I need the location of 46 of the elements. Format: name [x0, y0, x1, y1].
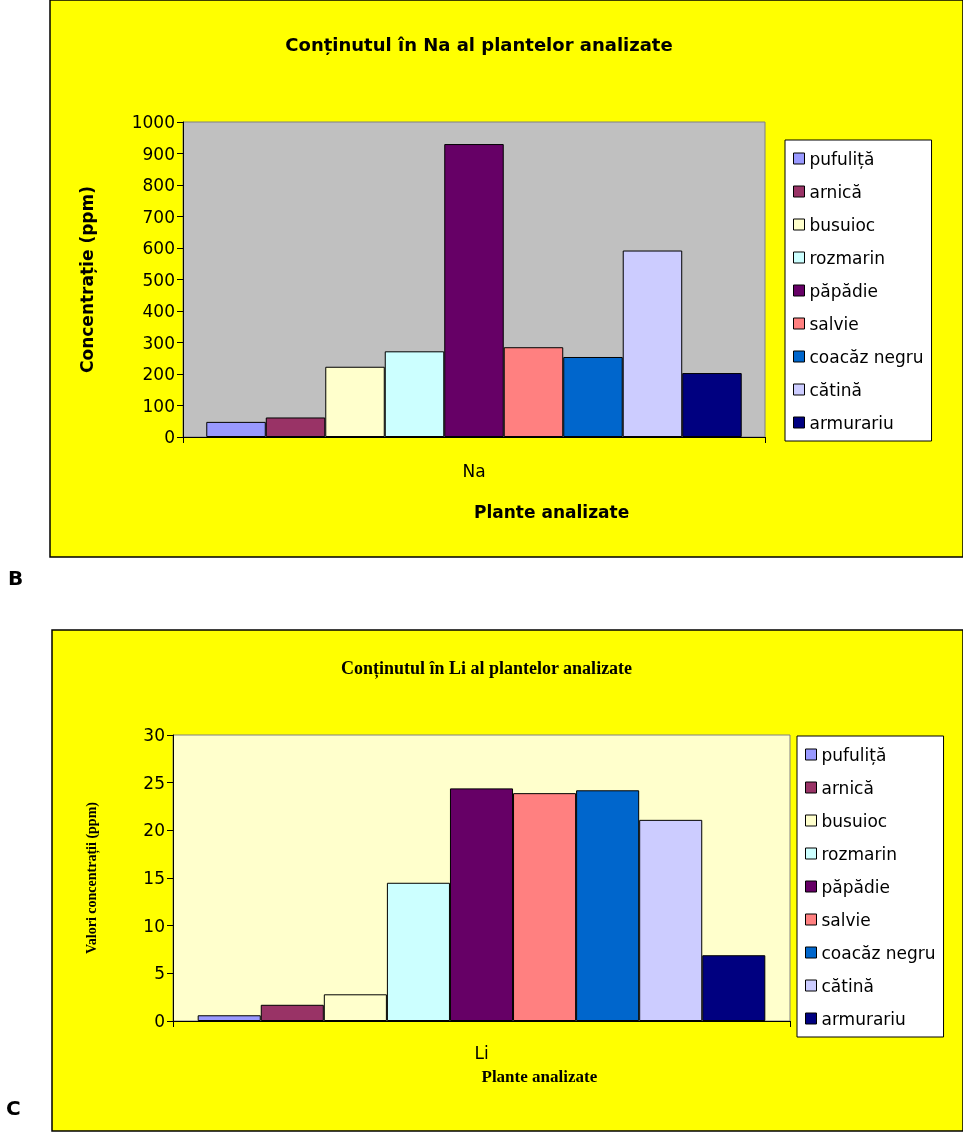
y-tick-label: 0 [164, 427, 175, 447]
y-tick-label: 10 [143, 915, 165, 936]
legend-label: coacăz negru [809, 346, 924, 367]
y-tick-label: 100 [142, 395, 175, 416]
chart-title: Conținutul în Li al plantelor analizate [340, 658, 633, 679]
text: B [8, 566, 24, 590]
y-axis-title: Valori concentrații (ppm) [83, 801, 100, 954]
y-tick-label: 0 [154, 1011, 165, 1031]
legend-label: cătină [809, 379, 862, 400]
y-tick-label: 25 [143, 772, 165, 793]
y-tick-label: 1000 [131, 112, 175, 132]
y-tick-label: 200 [142, 364, 175, 384]
legend-label: rozmarin [821, 843, 897, 864]
legend-label: pufuliță [809, 148, 875, 169]
legend-label: armurariu [809, 412, 894, 433]
x-axis-title: Plante analizate [481, 1067, 598, 1086]
legend-label: cătină [821, 975, 874, 996]
y-tick-label: 600 [142, 238, 175, 258]
legend-label: arnică [809, 181, 862, 202]
legend-label: coacăz negru [821, 942, 936, 963]
y-axis-title: Concentrație (ppm) [76, 186, 97, 373]
x-tick-label: Li [474, 1042, 489, 1063]
legend-label: arnică [821, 777, 874, 798]
x-tick-label: Na [462, 460, 486, 481]
text: C [6, 1096, 21, 1120]
y-tick-label: 400 [142, 301, 175, 321]
chart-title: Conținutul în Na al plantelor analizate [285, 33, 673, 55]
legend-label: armurariu [821, 1008, 906, 1029]
legend-label: salvie [809, 313, 859, 334]
legend-label: rozmarin [809, 247, 885, 268]
y-tick-label: 20 [143, 820, 165, 841]
x-axis-title: Plante analizate [473, 501, 630, 522]
y-tick-label: 15 [143, 868, 165, 888]
y-tick-label: 30 [143, 725, 165, 745]
legend-label: busuioc [821, 810, 888, 831]
legend-label: busuioc [809, 214, 876, 235]
legend-label: păpădie [809, 280, 878, 301]
y-tick-label: 700 [142, 206, 175, 227]
y-tick-label: 500 [142, 269, 175, 290]
y-tick-label: 900 [142, 143, 175, 164]
y-tick-label: 800 [142, 175, 175, 195]
legend-label: salvie [821, 909, 871, 930]
legend-label: păpădie [821, 876, 890, 897]
legend-label: pufuliță [821, 744, 887, 765]
y-tick-label: 300 [142, 332, 175, 353]
y-tick-label: 5 [154, 963, 165, 984]
